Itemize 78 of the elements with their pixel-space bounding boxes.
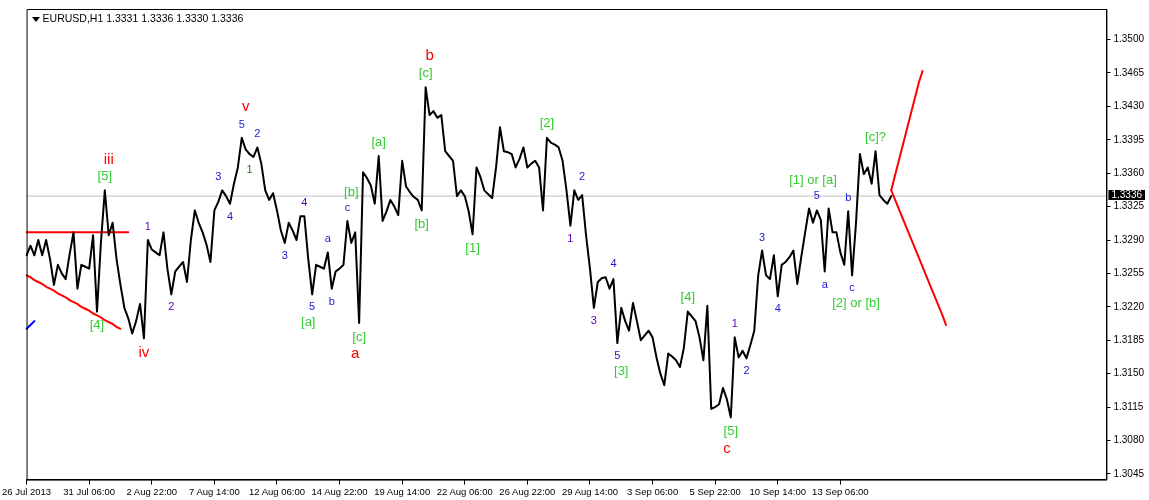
annotation: 4 [226,209,234,222]
y-tick-label: 1.3080 [1113,434,1145,446]
annotation: 3 [590,313,597,326]
annotation: 2 [168,300,175,313]
annotation: [4] [680,289,696,305]
annotation: [1] or [a] [789,172,837,188]
x-tick-label: 26 Jul 2013 [2,485,52,497]
annotation: c [849,281,856,294]
annotation: a [351,344,361,362]
y-tick-label: 1.3500 [1113,33,1145,45]
annotation: a [324,232,332,245]
annotation: 5 [309,300,316,313]
x-tick-label: 2 Aug 22:00 [126,485,178,497]
annotation: [b] [344,184,359,200]
annotation: 4 [610,257,617,270]
annotation: [5] [97,167,113,183]
x-tick-label: 22 Aug 06:00 [436,485,493,497]
x-tick-label: 10 Sep 14:00 [749,485,807,497]
chart-title: EURUSD,H1 1.3331 1.3336 1.3330 1.3336 [42,11,244,24]
annotation: v [241,97,250,115]
x-tick-label: 19 Aug 14:00 [374,485,431,497]
annotation: [c] [418,64,433,80]
annotation: [1] [465,239,480,255]
annotation: 2 [743,364,750,377]
annotation: 4 [301,196,308,209]
x-tick-label: 26 Aug 22:00 [499,485,556,497]
annotation: 3 [759,230,766,243]
y-tick-label: 1.3325 [1113,200,1145,212]
annotation: 2 [254,127,261,140]
annotation: iv [138,343,150,361]
annotation: 5 [238,117,245,130]
y-tick-label: 1.3150 [1113,367,1145,379]
annotation: [a] [301,313,316,329]
annotation: [5] [723,423,739,439]
annotation: [2] or [b] [832,294,880,310]
annotation: [3] [614,362,629,378]
annotation: 1 [731,317,738,330]
ref-line-label: 1.3336 [1111,188,1143,200]
y-tick-label: 1.3045 [1113,467,1145,479]
x-tick-label: 3 Sep 06:00 [626,485,679,497]
annotation: 1 [567,231,574,244]
y-tick-label: 1.3255 [1113,267,1145,279]
x-tick-label: 29 Aug 14:00 [561,485,618,497]
x-tick-label: 31 Jul 06:00 [63,485,116,497]
y-tick-label: 1.3220 [1113,300,1145,312]
annotation: c [344,200,351,213]
annotation: 3 [281,248,288,261]
x-tick-label: 14 Aug 22:00 [311,485,368,497]
x-tick-label: 5 Sep 22:00 [689,485,741,497]
annotation: b [328,294,335,307]
annotation: a [821,277,829,290]
y-tick-label: 1.3115 [1113,400,1144,412]
y-tick-label: 1.3290 [1113,233,1145,245]
annotation: [4] [89,317,105,333]
annotation: [2] [539,115,555,131]
y-tick-label: 1.3395 [1113,133,1145,145]
annotation: [a] [371,133,386,149]
annotation: 5 [614,349,621,362]
x-tick-label: 12 Aug 06:00 [248,485,305,497]
annotation: 1 [246,162,253,175]
y-tick-label: 1.3185 [1113,333,1145,345]
annotation: b [425,46,434,64]
annotation: b [845,191,852,204]
annotation: c [723,438,732,456]
annotation: 2 [579,170,586,183]
x-tick-label: 7 Aug 14:00 [189,485,240,497]
annotation: 5 [813,188,820,201]
annotation: 1 [144,220,151,233]
annotation: 3 [215,170,222,183]
y-tick-label: 1.3465 [1113,66,1145,78]
annotation: [c] [352,328,366,344]
annotation: [b] [414,215,429,231]
y-tick-label: 1.3360 [1113,166,1145,178]
annotation: 4 [774,302,781,315]
x-tick-label: 13 Sep 06:00 [812,485,869,497]
annotation: iii [103,149,114,167]
annotation: [c]? [865,128,887,144]
y-tick-label: 1.3430 [1113,100,1145,112]
